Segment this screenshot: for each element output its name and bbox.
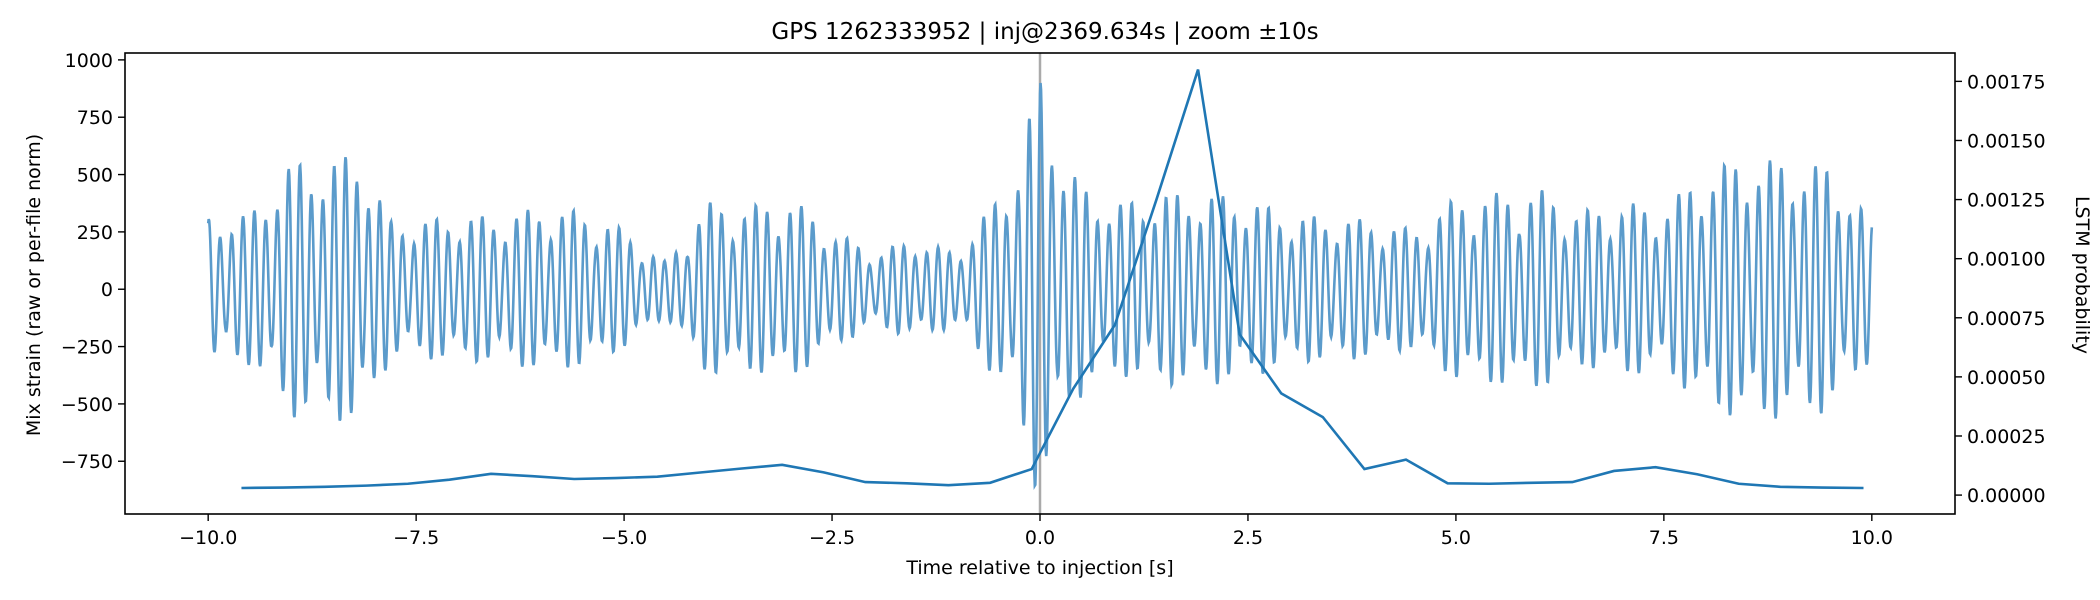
x-tick-label: −2.5 — [809, 527, 855, 549]
series-layer — [206, 69, 1874, 490]
y-axis-label: Mix strain (raw or per-file norm) — [23, 134, 45, 436]
y2-tick-label: 0.00025 — [1967, 426, 2046, 448]
x-tick-label: 5.0 — [1441, 527, 1471, 549]
x-axis-label: Time relative to injection [s] — [905, 557, 1173, 579]
y2-tick-label: 0.00100 — [1967, 249, 2046, 271]
x-tick-label: 2.5 — [1233, 527, 1263, 549]
y-tick-label: −750 — [61, 451, 113, 473]
y2-tick-label: 0.00150 — [1967, 130, 2046, 152]
y-tick-label: 500 — [77, 165, 113, 187]
y-tick-label: −250 — [61, 337, 113, 359]
lstm-probability-line — [241, 69, 1864, 490]
y2-tick-label: 0.00125 — [1967, 190, 2046, 212]
y2-axis-label: LSTM probability — [2071, 196, 2093, 354]
y2-tick-label: 0.00075 — [1967, 308, 2046, 330]
y-tick-label: 0 — [101, 279, 113, 301]
chart-title: GPS 1262333952 | inj@2369.634s | zoom ±1… — [771, 19, 1318, 45]
x-tick-label: 10.0 — [1851, 527, 1893, 549]
strain-series-line — [206, 82, 1874, 490]
y-tick-label: 750 — [77, 107, 113, 129]
x-tick-label: −10.0 — [179, 527, 237, 549]
y-tick-label: −500 — [61, 394, 113, 416]
y-tick-label: 250 — [77, 222, 113, 244]
y2-tick-label: 0.00000 — [1967, 485, 2046, 507]
x-tick-label: 7.5 — [1649, 527, 1679, 549]
x-tick-label: −5.0 — [601, 527, 647, 549]
y2-tick-label: 0.00050 — [1967, 367, 2046, 389]
x-tick-label: 0.0 — [1025, 527, 1055, 549]
x-tick-label: −7.5 — [393, 527, 439, 549]
y-tick-label: 1000 — [65, 50, 113, 72]
y2-tick-label: 0.00175 — [1967, 71, 2046, 93]
axes-layer: −10.0 −7.5 −5.0 −2.5 0.0 2.5 5.0 7.5 10.0 −750 −50… — [61, 50, 2046, 549]
